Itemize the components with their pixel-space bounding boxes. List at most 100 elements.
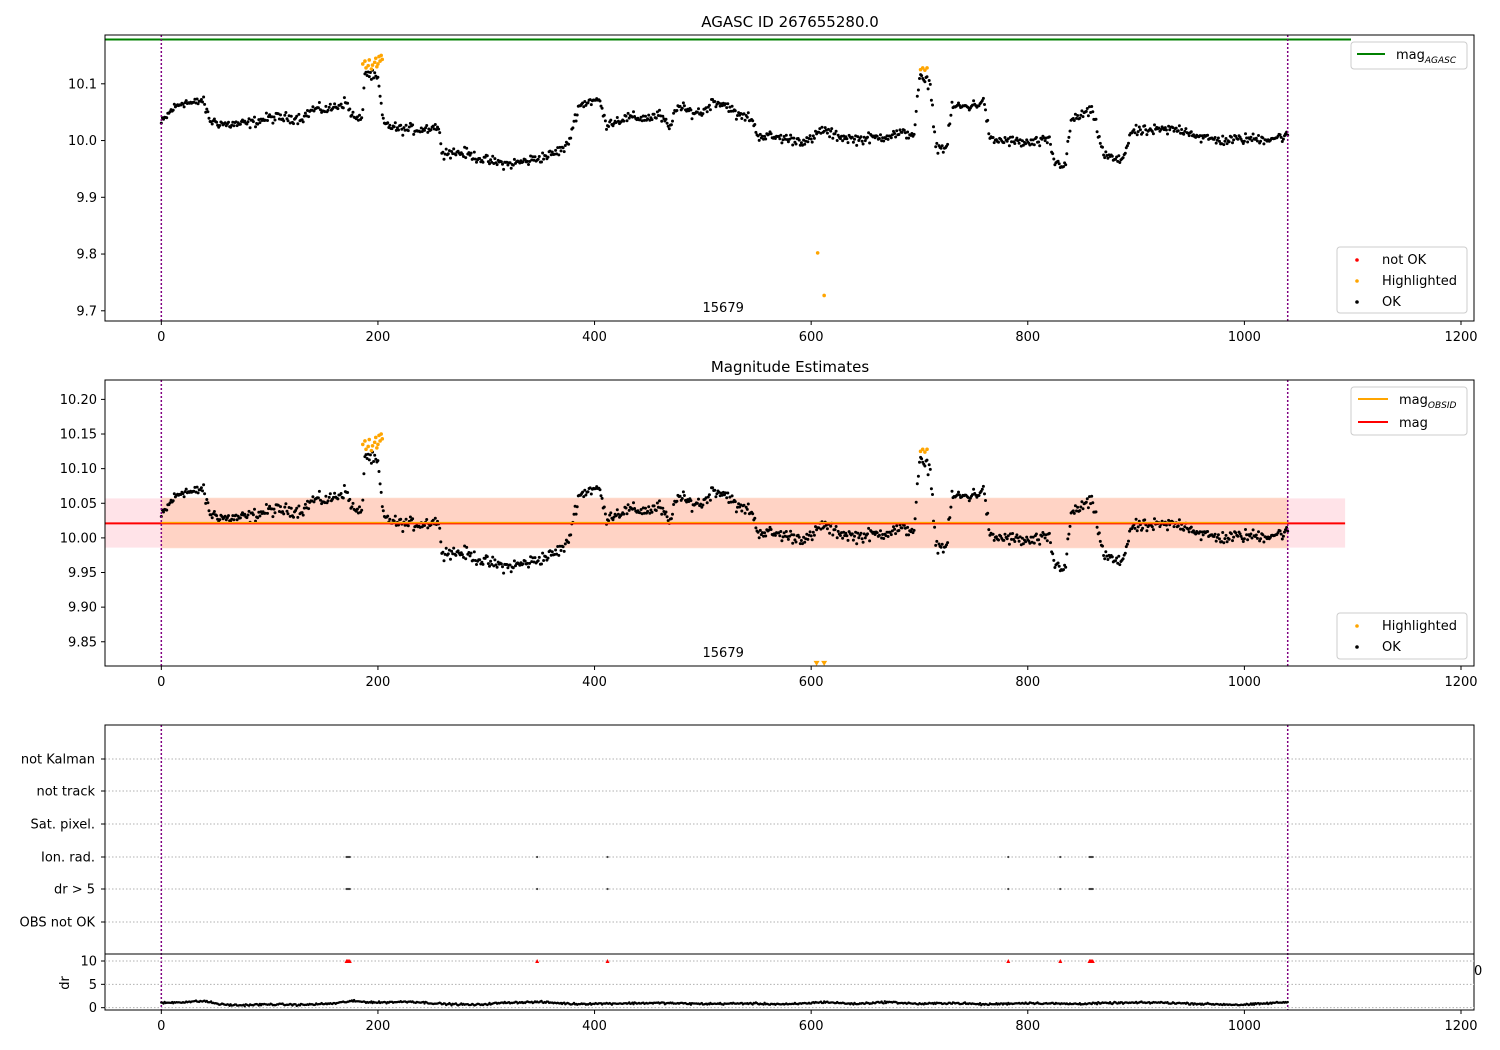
ok-point <box>271 121 275 125</box>
ok-point <box>1236 137 1240 141</box>
ok-point <box>934 543 938 547</box>
highlighted-point <box>360 62 365 66</box>
dr-point <box>1286 1000 1289 1004</box>
ok-point <box>1244 132 1247 136</box>
dr-point <box>882 1002 885 1005</box>
ok-point <box>1229 135 1233 139</box>
ok-point <box>991 136 995 139</box>
ok-point <box>268 504 272 508</box>
ok-point <box>841 139 845 143</box>
ok-point <box>1037 140 1041 144</box>
ok-point <box>669 123 673 127</box>
ok-point <box>615 508 619 512</box>
x-tick-label: 400 <box>582 1019 607 1034</box>
ok-point <box>823 126 827 130</box>
panel1-axes-frame <box>104 34 1475 322</box>
ok-point <box>1249 532 1253 536</box>
ok-point <box>525 561 529 565</box>
ok-point <box>649 508 653 512</box>
ok-point <box>199 98 203 101</box>
ok-point <box>730 104 734 108</box>
ok-point <box>999 534 1003 538</box>
ok-point <box>661 506 665 510</box>
ok-point <box>632 110 635 114</box>
ok-point <box>406 524 410 528</box>
ok-point <box>1246 538 1250 542</box>
x-tick-label: 400 <box>582 330 607 345</box>
ok-point <box>605 127 608 131</box>
ok-point <box>1010 140 1013 144</box>
ok-point <box>981 96 985 100</box>
ok-point <box>184 99 188 103</box>
ok-point <box>373 453 377 457</box>
ok-point <box>296 122 300 126</box>
ok-point <box>868 539 872 543</box>
ok-point <box>609 511 613 515</box>
ok-point <box>981 484 985 488</box>
ok-point <box>784 133 788 137</box>
ok-point <box>907 136 911 140</box>
dr-point <box>243 1005 246 1008</box>
ok-point <box>307 507 311 511</box>
ok-point <box>562 150 566 154</box>
ok-point <box>1261 533 1265 537</box>
ok-point <box>1072 119 1076 122</box>
ok-point <box>431 518 435 522</box>
ok-point <box>733 500 737 504</box>
ok-point <box>831 136 835 140</box>
ok-point <box>1133 526 1137 530</box>
ok-point <box>1221 531 1225 534</box>
ok-point <box>201 100 204 104</box>
panel2-points <box>159 432 1290 666</box>
ok-point <box>1281 137 1285 141</box>
ok-point <box>856 135 860 139</box>
panel2-x-ticks: 0 200 400 600 800 1000 1200 <box>157 666 1478 690</box>
ok-point <box>332 105 335 109</box>
ok-point <box>493 558 497 562</box>
ok-point <box>607 519 611 523</box>
flag-row-label: OBS not OK <box>20 916 96 931</box>
ok-point <box>182 495 186 499</box>
ok-point <box>1114 157 1117 161</box>
ok-point <box>644 114 647 118</box>
ok-point <box>1006 534 1010 538</box>
ok-point <box>834 525 838 528</box>
ok-point <box>437 127 441 131</box>
ok-point <box>452 147 456 151</box>
ok-point <box>364 70 368 74</box>
ok-point <box>1177 518 1181 522</box>
ok-point <box>932 125 935 129</box>
highlighted-point <box>372 60 377 65</box>
ok-point <box>792 136 796 140</box>
ok-point <box>379 490 383 494</box>
ok-point <box>695 110 699 114</box>
ok-point <box>881 136 885 140</box>
ok-point <box>641 506 645 510</box>
ok-point <box>1143 518 1147 522</box>
ok-point <box>861 540 865 544</box>
y-tick-label: 10.00 <box>60 531 97 546</box>
ok-point <box>671 119 674 123</box>
ok-point <box>1136 130 1140 134</box>
ok-point <box>1254 533 1258 537</box>
ok-point <box>1218 139 1221 143</box>
ok-point <box>757 536 761 540</box>
dr-clipped-tick-label: 0 <box>1474 964 1482 979</box>
ok-point <box>1032 541 1036 545</box>
ok-point <box>788 137 791 141</box>
ok-point <box>358 505 361 509</box>
legend2-ok-label: OK <box>1382 640 1401 655</box>
ok-point <box>1010 537 1013 541</box>
ok-point <box>794 540 798 544</box>
ok-point <box>232 124 236 128</box>
ok-point <box>567 541 571 544</box>
flag-row-label: not Kalman <box>21 753 95 768</box>
ok-point <box>195 485 199 489</box>
ok-point <box>586 101 590 105</box>
ok-point <box>319 108 322 112</box>
ok-point <box>875 531 879 535</box>
ok-point <box>583 100 587 103</box>
ok-point <box>581 101 585 105</box>
ok-point <box>586 490 590 494</box>
ok-point <box>1180 128 1184 131</box>
